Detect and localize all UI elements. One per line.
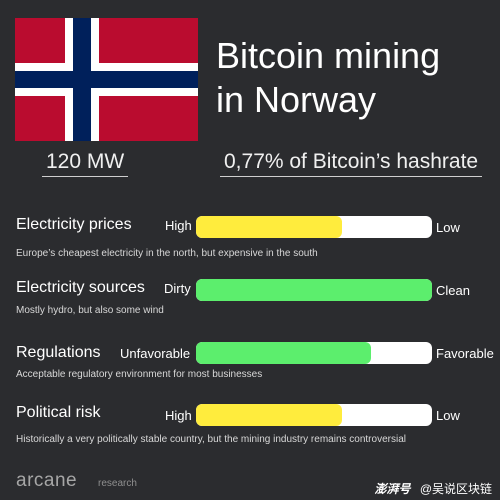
scale-fill bbox=[196, 279, 432, 301]
right-label: Low bbox=[436, 408, 460, 423]
scale-bar bbox=[196, 342, 432, 364]
watermark-account: @吴说区块链 bbox=[419, 482, 492, 496]
left-label: Dirty bbox=[164, 281, 191, 296]
row-title: Electricity sources bbox=[16, 279, 145, 296]
row-title: Electricity prices bbox=[16, 216, 132, 233]
watermark: 澎湃号 @吴说区块链 bbox=[374, 480, 492, 497]
page-title: Bitcoin mining in Norway bbox=[216, 34, 486, 122]
row-description: Europe’s cheapest electricity in the nor… bbox=[16, 248, 318, 259]
left-label: High bbox=[165, 408, 192, 423]
watermark-source: 澎湃号 bbox=[374, 482, 411, 496]
scale-fill bbox=[196, 404, 343, 426]
row-description: Historically a very politically stable c… bbox=[16, 434, 406, 445]
title-line-1: Bitcoin mining bbox=[216, 35, 441, 76]
row-title: Regulations bbox=[16, 344, 101, 361]
power-stat: 120 MW bbox=[42, 150, 129, 177]
arcane-logo-subtitle: research bbox=[98, 478, 137, 489]
arcane-logo: arcane bbox=[16, 470, 78, 491]
norway-flag-icon bbox=[15, 18, 198, 141]
scale-fill bbox=[196, 216, 343, 238]
scale-bar bbox=[196, 404, 432, 426]
scale-bar bbox=[196, 216, 432, 238]
right-label: Clean bbox=[436, 283, 470, 298]
row-title: Political risk bbox=[16, 404, 101, 421]
scale-fill bbox=[196, 342, 371, 364]
title-line-2: in Norway bbox=[216, 79, 377, 120]
left-label: Unfavorable bbox=[120, 346, 191, 361]
right-label: Low bbox=[436, 220, 460, 235]
left-label: High bbox=[165, 218, 192, 233]
row-description: Mostly hydro, but also some wind bbox=[16, 305, 164, 316]
hashrate-stat: 0,77% of Bitcoin’s hashrate bbox=[220, 150, 483, 177]
row-description: Acceptable regulatory environment for mo… bbox=[16, 369, 263, 380]
scale-bar bbox=[196, 279, 432, 301]
right-label: Favorable bbox=[436, 346, 494, 361]
